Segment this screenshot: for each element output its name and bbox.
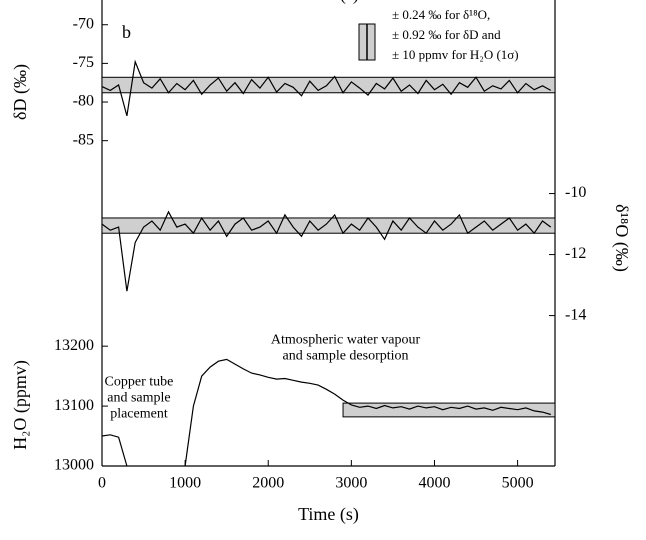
annotation: and sample desorption [283,348,409,363]
data-line [101,59,552,117]
y-axis-label: δ¹⁸O (‰) [611,204,632,272]
top-axis-label: Time (s) [298,0,359,5]
y-tick-label: -14 [565,306,586,323]
annotation: Atmospheric water vapour [271,332,421,347]
legend-text: ± 0.24 ‰ for δ¹⁸O, [392,7,490,22]
x-tick-label: 4000 [418,475,450,492]
x-tick-label: 2000 [252,475,284,492]
error-band [342,402,556,418]
data-line [101,358,551,467]
y-tick-label: -70 [73,15,94,32]
panel-label: b [122,22,131,42]
y-tick-label: -12 [565,245,586,262]
x-tick-label: 3000 [335,475,367,492]
y-tick-label: -10 [565,184,586,201]
x-tick-label: 0 [98,475,106,492]
y-tick-label: 13100 [54,397,94,414]
y-axis-label: H₂O (ppmv) [10,360,31,450]
error-band [101,217,556,234]
x-tick-label: 5000 [502,475,534,492]
legend-text: ± 10 ppmv for H₂O (1σ) [392,47,519,62]
annotation: Copper tube [105,374,174,389]
data-line [101,210,552,292]
y-axis-label: δD (‰) [10,64,31,120]
annotation: placement [110,406,168,421]
y-tick-label: 13000 [54,457,94,474]
y-tick-label: -85 [73,131,94,148]
legend-text: ± 0.92 ‰ for δD and [392,27,501,42]
x-axis-label: Time (s) [298,504,359,525]
annotation: and sample [107,390,170,405]
y-tick-label: 13200 [54,337,94,354]
y-tick-label: -80 [73,93,94,110]
y-tick-label: -75 [73,54,94,71]
x-tick-label: 1000 [169,475,201,492]
